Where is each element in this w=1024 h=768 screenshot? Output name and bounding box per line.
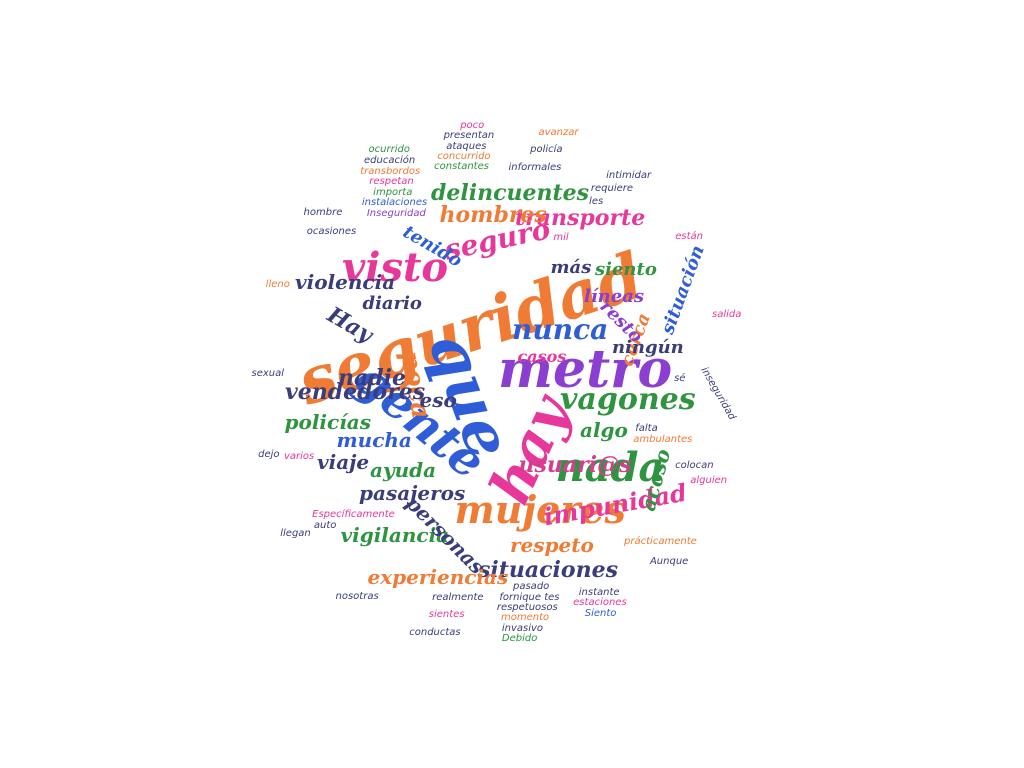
cloud-word: presentan xyxy=(443,130,495,142)
cloud-word: invasivo xyxy=(501,622,544,634)
cloud-word: instante xyxy=(578,586,620,598)
cloud-word: nadie xyxy=(338,365,406,391)
cloud-word: educación xyxy=(363,155,416,167)
cloud-word: concurrido xyxy=(437,150,491,162)
cloud-word: nosotras xyxy=(335,590,379,602)
cloud-word: les xyxy=(589,195,604,207)
cloud-word: Debido xyxy=(501,632,538,644)
cloud-word: prácticamente xyxy=(624,536,697,548)
cloud-word: importa xyxy=(373,186,413,198)
cloud-word: mujeres xyxy=(454,487,626,532)
cloud-word: constantes xyxy=(434,161,489,173)
cloud-word: pasado xyxy=(513,581,550,593)
cloud-word: hombre xyxy=(303,207,343,219)
cloud-word: dejo xyxy=(258,449,280,461)
cloud-word: policías xyxy=(284,410,372,434)
cloud-word: hombres xyxy=(439,202,547,228)
cloud-word: experiencias xyxy=(367,565,509,589)
cloud-word: nunca xyxy=(512,313,609,346)
cloud-word: ningún xyxy=(612,337,684,358)
cloud-word: ocasiones xyxy=(306,226,357,238)
cloud-word: vigilancia xyxy=(340,523,450,547)
cloud-word: pasajeros xyxy=(359,481,466,505)
cloud-word: violencia xyxy=(295,270,396,294)
cloud-word: falta xyxy=(635,422,658,434)
cloud-word: instalaciones xyxy=(361,197,428,209)
cloud-word: salida xyxy=(711,309,742,321)
cloud-word: mucha xyxy=(336,428,412,452)
cloud-word: están xyxy=(675,230,703,242)
cloud-word: líneas xyxy=(584,286,645,307)
cloud-word: Inseguridad xyxy=(366,207,426,219)
cloud-word: algo xyxy=(580,418,628,442)
cloud-word: colocan xyxy=(675,459,714,471)
cloud-word: ocurrido xyxy=(368,144,410,156)
cloud-word: ataques xyxy=(446,140,487,152)
cloud-word: mil xyxy=(553,232,569,244)
cloud-word: momento xyxy=(501,612,550,624)
cloud-word: vagones xyxy=(560,382,696,417)
cloud-word: Siento xyxy=(584,608,617,620)
cloud-word: metro xyxy=(498,339,673,400)
cloud-word: casos xyxy=(517,347,567,366)
cloud-word: requiere xyxy=(590,182,634,194)
cloud-word: Específicamente xyxy=(312,509,395,521)
cloud-word: intimidar xyxy=(606,170,652,182)
cloud-word: eso xyxy=(419,388,457,412)
cloud-word: conductas xyxy=(409,626,461,638)
cloud-word: ayuda xyxy=(370,458,437,482)
cloud-word: varios xyxy=(284,451,315,463)
cloud-word: Aunque xyxy=(649,555,689,567)
cloud-word: lleno xyxy=(265,279,290,291)
cloud-word: siento xyxy=(595,259,657,280)
cloud-word: situación xyxy=(656,242,709,338)
cloud-word: delincuentes xyxy=(431,180,590,206)
cloud-word: sexual xyxy=(251,368,285,380)
cloud-word: transbordos xyxy=(360,165,421,177)
cloud-word: informales xyxy=(508,161,562,173)
cloud-word: vendedores xyxy=(285,379,426,405)
cloud-word: diario xyxy=(362,293,422,314)
cloud-word: nada xyxy=(555,444,665,491)
cloud-word: poco xyxy=(460,120,485,131)
cloud-word: respeto xyxy=(510,533,594,557)
cloud-word: usuari@s xyxy=(518,452,632,478)
cloud-word: viaje xyxy=(317,450,370,474)
cloud-word: estaciones xyxy=(573,597,627,609)
cloud-word: llegan xyxy=(280,528,311,540)
cloud-word: visto xyxy=(342,244,449,291)
cloud-word: avanzar xyxy=(538,126,579,138)
cloud-word: transporte xyxy=(515,205,646,231)
cloud-word: respetan xyxy=(369,176,414,188)
cloud-word: sientes xyxy=(428,609,465,621)
cloud-word: alguien xyxy=(690,474,728,486)
cloud-word: respetuosos xyxy=(496,601,558,613)
cloud-word: policía xyxy=(530,144,563,156)
cloud-word: inseguridad xyxy=(698,365,738,422)
cloud-word: más xyxy=(550,257,592,278)
cloud-word: realmente xyxy=(432,591,484,603)
cloud-word: sé xyxy=(674,373,686,385)
cloud-word: ambulantes xyxy=(633,433,693,445)
cloud-word: auto xyxy=(313,520,337,532)
cloud-word: situaciones xyxy=(478,557,618,583)
cloud-word: fornique tes xyxy=(499,591,560,603)
